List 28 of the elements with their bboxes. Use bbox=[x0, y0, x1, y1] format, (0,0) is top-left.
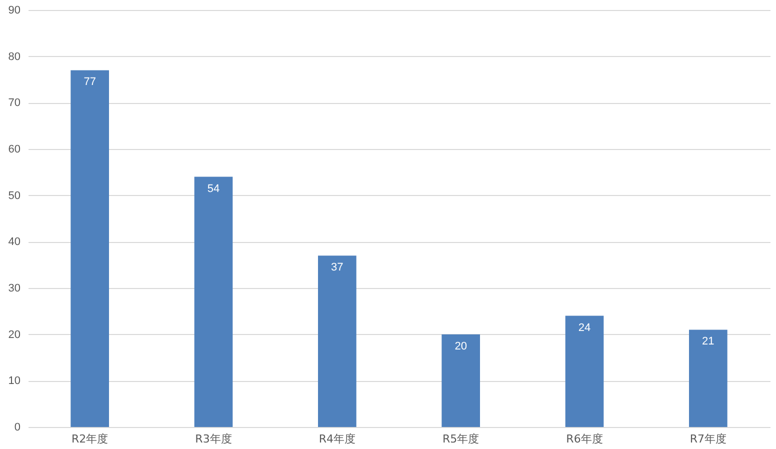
y-tick-label: 70 bbox=[8, 97, 20, 110]
data-label: 37 bbox=[331, 262, 344, 274]
x-tick-label: R3年度 bbox=[195, 432, 232, 446]
data-label: 21 bbox=[702, 336, 714, 348]
x-tick-label: R4年度 bbox=[318, 432, 356, 446]
x-tick-label: R6年度 bbox=[566, 432, 603, 446]
bar bbox=[565, 316, 604, 427]
y-tick-label: 50 bbox=[8, 190, 20, 202]
x-tick-label: R2年度 bbox=[72, 432, 108, 446]
y-tick-label: 0 bbox=[14, 422, 20, 434]
bar bbox=[689, 330, 728, 427]
bar bbox=[70, 70, 109, 427]
y-tick-label: 20 bbox=[8, 328, 20, 341]
data-label: 77 bbox=[84, 76, 96, 88]
data-label: 20 bbox=[454, 340, 467, 352]
x-tick-label: R7年度 bbox=[690, 432, 726, 446]
data-label: 54 bbox=[207, 182, 220, 195]
x-tick-label: R5年度 bbox=[442, 432, 480, 446]
y-tick-label: 60 bbox=[8, 144, 20, 156]
data-label: 24 bbox=[578, 322, 591, 334]
y-tick-label: 90 bbox=[8, 4, 20, 16]
bar bbox=[442, 334, 480, 427]
bar bbox=[194, 176, 233, 427]
y-tick-label: 40 bbox=[8, 236, 20, 248]
y-tick-label: 10 bbox=[8, 375, 20, 388]
y-tick-label: 80 bbox=[8, 50, 20, 63]
bar bbox=[318, 256, 356, 427]
y-tick-label: 30 bbox=[8, 282, 20, 294]
